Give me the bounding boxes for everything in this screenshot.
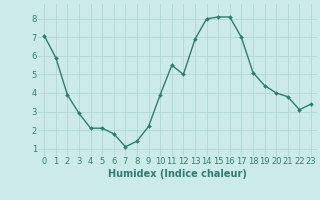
X-axis label: Humidex (Indice chaleur): Humidex (Indice chaleur) (108, 169, 247, 179)
